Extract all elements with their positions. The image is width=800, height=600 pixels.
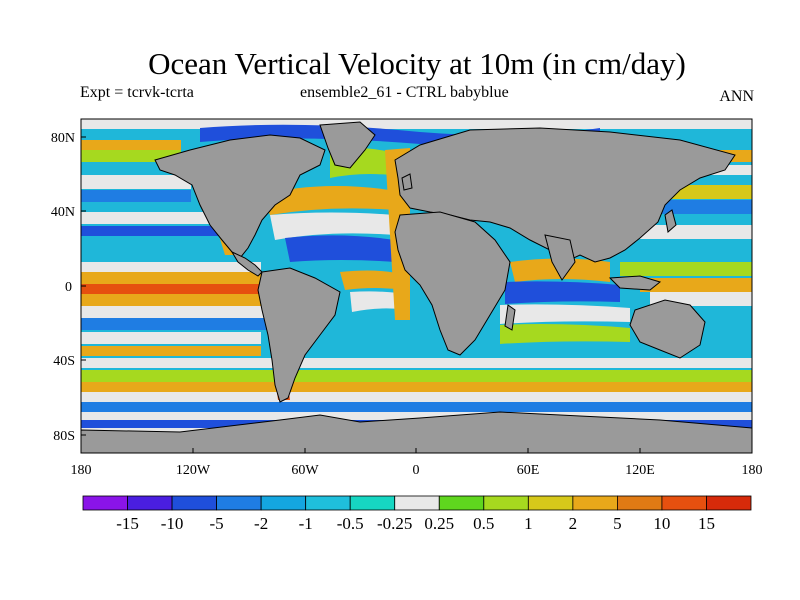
colorbar-label: -1 (299, 514, 313, 533)
lon-label-60w: 60W (291, 463, 319, 478)
lat-label-80s: 80S (53, 429, 75, 444)
band (500, 324, 630, 344)
band (640, 225, 752, 239)
colorbar-label: 0.25 (424, 514, 454, 533)
lat-label-80n: 80N (51, 131, 75, 146)
band (81, 346, 261, 356)
lat-label-0: 0 (65, 280, 72, 295)
axis-ticks (80, 136, 753, 453)
band (81, 262, 261, 272)
colorbar-label: -5 (210, 514, 224, 533)
band (81, 150, 181, 162)
band (81, 175, 191, 189)
colorbar-label: -10 (161, 514, 184, 533)
colorbar-swatch (305, 495, 351, 511)
colorbar-swatch (349, 495, 396, 511)
period-label: ANN (719, 88, 754, 105)
colorbar-label: 1 (524, 514, 533, 533)
colorbar-label: 15 (698, 514, 715, 533)
madagascar (504, 304, 516, 331)
colorbar-swatch (661, 495, 707, 511)
colorbar-swatch (127, 495, 173, 511)
band (81, 294, 271, 306)
colorbar: -15 -10 -5 -2 -1 -0.5 -0.25 0.25 0.5 1 2 5 10 15 (82, 495, 752, 533)
band (81, 212, 221, 224)
band (660, 200, 752, 214)
band (505, 281, 620, 304)
colorbar-swatch (171, 495, 218, 511)
lat-label-40n: 40N (51, 205, 75, 220)
colorbar-label: 2 (569, 514, 578, 533)
map-area (81, 119, 752, 453)
indonesia (608, 275, 662, 291)
south-america (257, 267, 341, 403)
band (340, 270, 405, 290)
band (81, 284, 271, 294)
lon-label-120w: 120W (176, 463, 211, 478)
band (500, 304, 630, 324)
band (81, 306, 271, 318)
colorbar-label: 0.5 (473, 514, 494, 533)
colorbar-swatch (617, 495, 663, 511)
africa (394, 211, 511, 356)
colorbar-swatch (438, 495, 485, 511)
lon-label-120e: 120E (625, 463, 655, 478)
central-america (230, 250, 263, 277)
band (81, 370, 752, 382)
band (81, 190, 191, 202)
band (81, 226, 231, 236)
ensemble-label: ensemble2_61 - CTRL babyblue (300, 84, 509, 101)
band (81, 392, 752, 402)
band (620, 262, 752, 276)
colorbar-swatch (216, 495, 262, 511)
band (81, 119, 752, 129)
colorbar-label: -15 (116, 514, 139, 533)
british-isles (401, 173, 413, 191)
chart-title: Ocean Vertical Velocity at 10m (in cm/da… (148, 46, 686, 81)
lon-label-0: 0 (413, 463, 420, 478)
colorbar-swatch (527, 495, 574, 511)
colorbar-label: 5 (613, 514, 622, 533)
land-masses (81, 121, 752, 453)
band (81, 412, 752, 420)
antarctica (81, 411, 752, 453)
colorbar-label: -0.25 (377, 514, 412, 533)
colorbar-label: -0.5 (337, 514, 364, 533)
colorbar-swatch (260, 495, 307, 511)
north-america (154, 134, 326, 259)
band (81, 382, 752, 392)
colorbar-label: 10 (653, 514, 670, 533)
colorbar-swatch (706, 495, 752, 511)
lon-label-180e: 180 (742, 463, 763, 478)
colorbar-swatch (82, 495, 128, 511)
colorbar-swatch (572, 495, 618, 511)
lat-label-40s: 40S (53, 354, 75, 369)
colorbar-label: -2 (254, 514, 268, 533)
colorbar-swatch (394, 495, 440, 511)
experiment-label: Expt = tcrvk-tcrta (80, 84, 194, 101)
band (81, 402, 752, 412)
band (260, 186, 395, 215)
lon-label-60e: 60E (517, 463, 540, 478)
band (640, 278, 752, 292)
colorbar-swatch (483, 495, 529, 511)
band (81, 358, 752, 368)
band (81, 332, 261, 344)
japan (664, 209, 677, 233)
greenland (319, 121, 376, 169)
band (81, 140, 181, 150)
band (81, 272, 271, 284)
india (544, 234, 576, 281)
band (285, 235, 395, 262)
australia (629, 299, 706, 359)
band (270, 212, 395, 240)
band (81, 318, 271, 330)
lon-label-180w: 180 (71, 463, 92, 478)
